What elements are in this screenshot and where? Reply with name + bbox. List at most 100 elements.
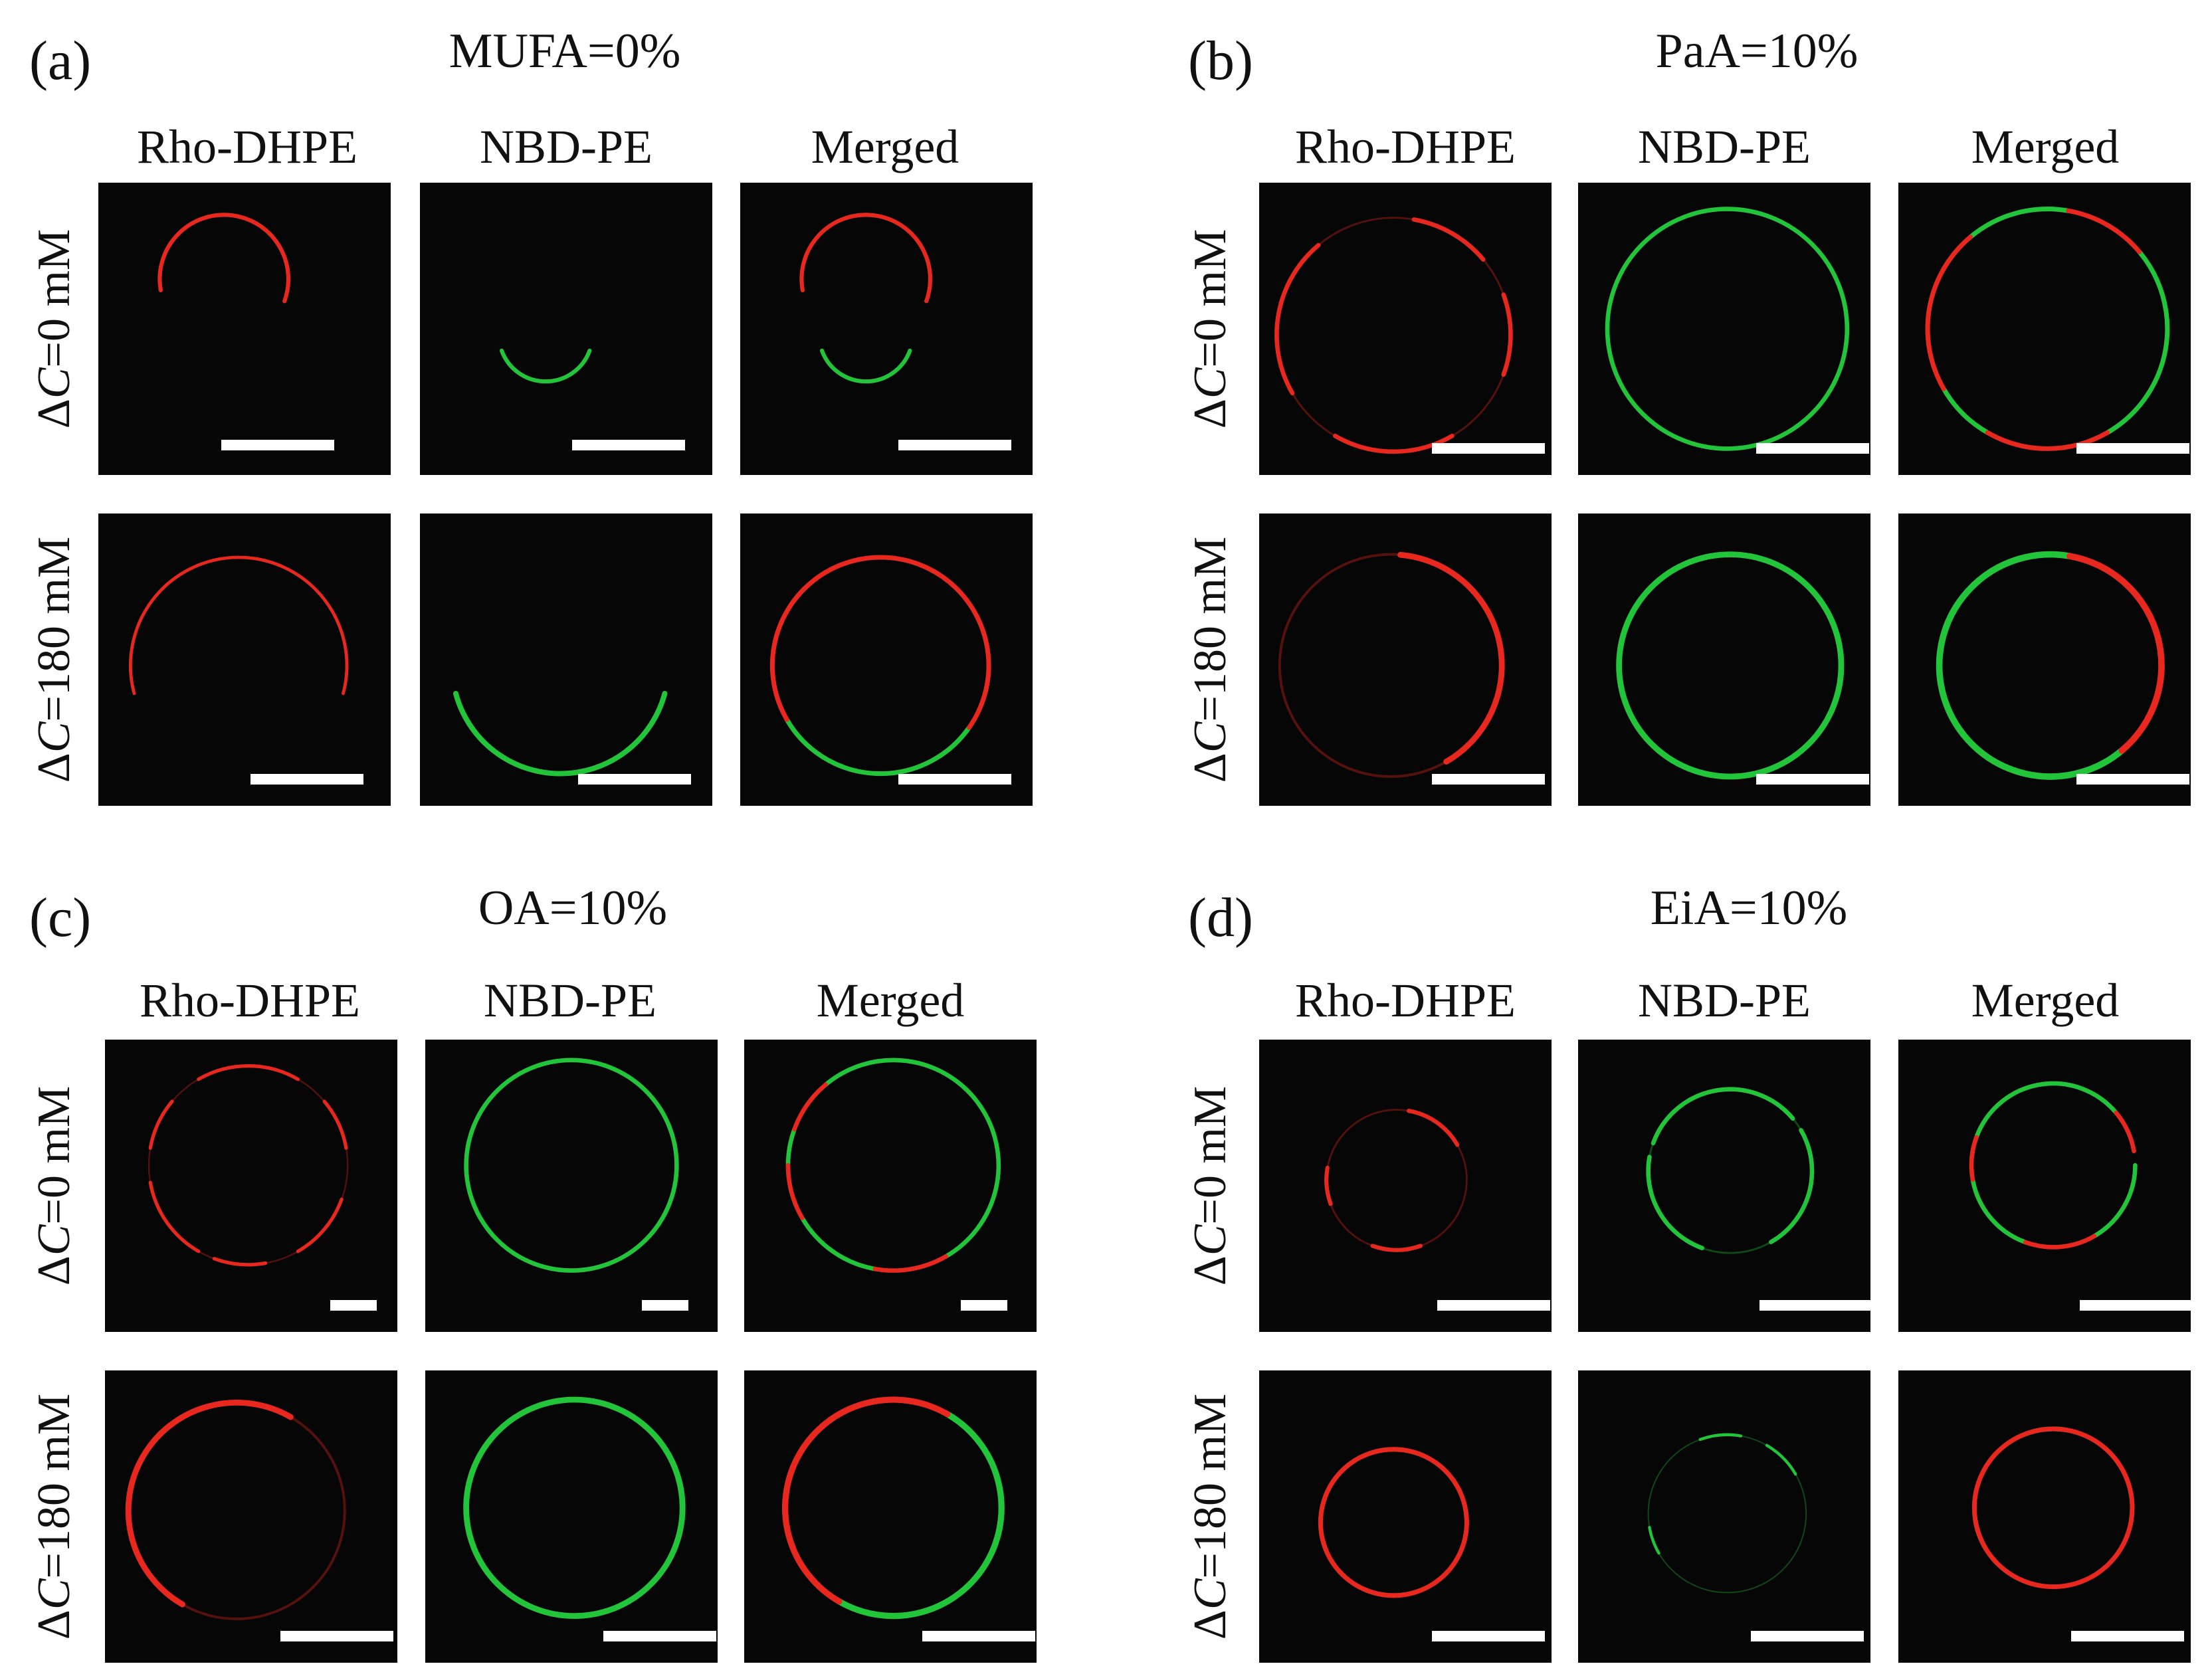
scale-bar bbox=[1431, 1630, 1545, 1641]
rho-dhpe-domain bbox=[1318, 1447, 1469, 1598]
micrograph bbox=[1898, 513, 2191, 806]
vesicle-image bbox=[1647, 1433, 1807, 1594]
concentration-value: =0 mM bbox=[29, 1085, 80, 1225]
rho-dhpe-domain bbox=[148, 1180, 201, 1254]
nbd-pe-domain bbox=[1605, 207, 1850, 451]
concentration-variable: C bbox=[1185, 1224, 1236, 1256]
row-label-text: ΔC=0 mM bbox=[29, 229, 80, 428]
vesicle-image bbox=[1318, 1447, 1469, 1598]
rho-dhpe-domain bbox=[782, 1396, 951, 1605]
scale-bar bbox=[1750, 1630, 1864, 1641]
vesicle-image bbox=[499, 348, 592, 384]
micrograph bbox=[105, 1040, 397, 1332]
column-label: Merged bbox=[816, 974, 965, 1027]
rho-dhpe-domain bbox=[1411, 217, 1486, 262]
nbd-pe-domain bbox=[499, 348, 592, 384]
vesicle-image bbox=[1605, 207, 1850, 451]
concentration-value: =180 mM bbox=[29, 536, 80, 722]
panel-title: MUFA=0% bbox=[449, 24, 681, 78]
nbd-pe-domain bbox=[819, 348, 912, 384]
rho-dhpe-domain bbox=[1969, 1135, 1979, 1182]
delta-symbol: Δ bbox=[29, 1256, 80, 1286]
vesicle-image bbox=[1971, 1426, 2135, 1590]
micrograph bbox=[1259, 1370, 1552, 1663]
row-label-text: ΔC=180 mM bbox=[29, 536, 80, 783]
nbd-pe-domain bbox=[463, 1396, 686, 1619]
scale-bar bbox=[221, 440, 334, 451]
nbd-pe-domain bbox=[784, 717, 972, 777]
vesicle-image bbox=[769, 555, 991, 777]
micrograph bbox=[1578, 1040, 1870, 1332]
scale-bar bbox=[250, 773, 363, 785]
rho-dhpe-domain bbox=[2114, 1110, 2136, 1154]
vesicle-image bbox=[785, 1058, 1001, 1273]
rho-dhpe-domain bbox=[785, 1163, 805, 1220]
concentration-value: =180 mM bbox=[1185, 536, 1236, 722]
scale-bar bbox=[603, 1630, 717, 1641]
scale-bar bbox=[2079, 1299, 2191, 1311]
concentration-value: =0 mM bbox=[29, 229, 80, 368]
rho-dhpe-domain bbox=[128, 555, 349, 696]
scale-bar bbox=[577, 773, 691, 785]
column-label: Merged bbox=[1971, 974, 2120, 1027]
nbd-pe-domain bbox=[464, 1058, 679, 1273]
column-label: Merged bbox=[811, 120, 959, 173]
concentration-value: =180 mM bbox=[1185, 1393, 1236, 1579]
vesicle-image bbox=[1646, 1087, 1815, 1254]
scale-bar bbox=[898, 440, 1011, 451]
rho-dhpe-domain bbox=[872, 1254, 948, 1273]
vesicle-image bbox=[1324, 1109, 1468, 1252]
nbd-pe-domain bbox=[836, 1411, 1005, 1620]
row-label-text: ΔC=180 mM bbox=[29, 1394, 80, 1640]
row-label-text: ΔC=0 mM bbox=[1185, 229, 1236, 428]
concentration-variable: C bbox=[29, 367, 80, 399]
nbd-pe-domain bbox=[2092, 1163, 2138, 1239]
nbd-pe-domain bbox=[1648, 1526, 1660, 1555]
vesicle-image bbox=[1616, 551, 1845, 780]
scale-bar bbox=[330, 1299, 377, 1311]
panel-letter: (d) bbox=[1188, 887, 1253, 949]
nbd-pe-domain bbox=[799, 1216, 878, 1271]
delta-symbol: Δ bbox=[1185, 1610, 1236, 1640]
nbd-pe-domain bbox=[1941, 386, 1990, 435]
rho-dhpe-domain bbox=[1370, 1244, 1423, 1252]
concentration-variable: C bbox=[29, 1578, 80, 1610]
delta-symbol: Δ bbox=[29, 753, 80, 783]
column-label: Rho-DHPE bbox=[136, 120, 358, 173]
nbd-pe-domain bbox=[1970, 1177, 2028, 1245]
scale-bar bbox=[2076, 773, 2190, 785]
rho-dhpe-domain bbox=[212, 1257, 268, 1267]
micrograph bbox=[1578, 183, 1870, 475]
delta-symbol: Δ bbox=[29, 1610, 80, 1640]
faint-membrane-ring bbox=[1647, 1434, 1807, 1594]
column-label: NBD-PE bbox=[1637, 974, 1811, 1027]
vesicle-image bbox=[1278, 551, 1505, 778]
micrograph bbox=[1578, 513, 1870, 806]
rho-dhpe-domain bbox=[1333, 433, 1455, 454]
vesicle-image bbox=[452, 690, 668, 777]
concentration-variable: C bbox=[29, 721, 80, 753]
rho-dhpe-domain bbox=[2023, 1234, 2097, 1250]
rho-dhpe-domain bbox=[1407, 1109, 1460, 1147]
scale-bar bbox=[1437, 1299, 1551, 1311]
rho-dhpe-domain bbox=[126, 1400, 294, 1608]
rho-dhpe-domain bbox=[2066, 208, 2142, 254]
rho-dhpe-domain bbox=[1985, 430, 2110, 451]
scale-bar bbox=[1431, 442, 1545, 454]
nbd-pe-domain bbox=[1616, 551, 1845, 780]
micrograph bbox=[1898, 1040, 2191, 1332]
nbd-pe-domain bbox=[452, 690, 668, 777]
micrograph bbox=[1898, 183, 2191, 475]
rho-dhpe-domain bbox=[1324, 1165, 1333, 1206]
scale-bar bbox=[280, 1630, 393, 1641]
vesicle-image bbox=[1274, 217, 1513, 454]
nbd-pe-domain bbox=[785, 1127, 797, 1168]
scale-bar bbox=[1756, 442, 1870, 454]
panel-letter: (b) bbox=[1188, 30, 1253, 92]
nbd-pe-domain bbox=[1967, 207, 2071, 240]
rho-dhpe-domain bbox=[2066, 553, 2165, 754]
vesicle-image bbox=[1969, 1081, 2138, 1250]
panel-letter: (a) bbox=[29, 30, 92, 92]
micrograph bbox=[98, 513, 391, 806]
delta-symbol: Δ bbox=[1185, 753, 1236, 783]
